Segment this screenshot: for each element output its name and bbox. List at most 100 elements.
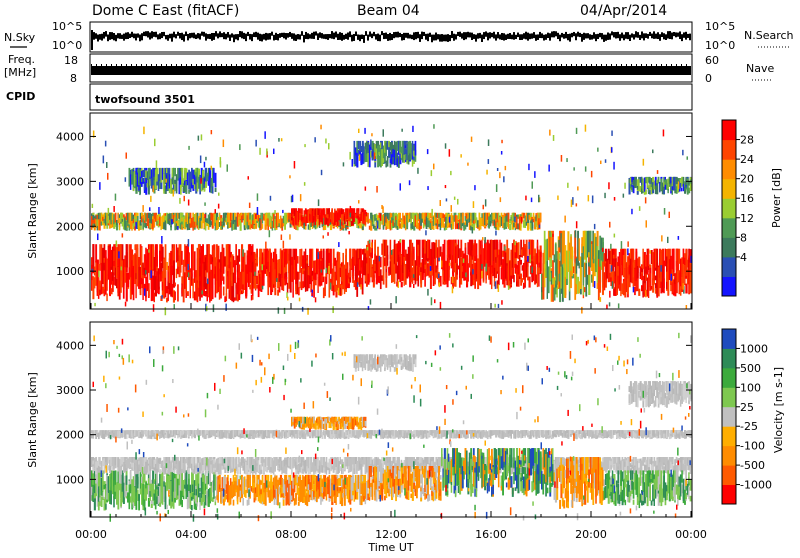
heatmap-cell xyxy=(173,168,174,185)
heatmap-cell xyxy=(415,141,417,156)
heatmap-cell xyxy=(209,285,211,299)
nsky-sample xyxy=(169,34,171,39)
heatmap-speckle xyxy=(150,196,152,202)
heatmap-cell xyxy=(169,214,170,220)
heatmap-cell xyxy=(329,208,331,217)
freq-mark xyxy=(336,64,337,66)
nsky-sample xyxy=(611,31,613,35)
heatmap-cell xyxy=(513,275,515,282)
heatmap-speckle xyxy=(657,170,659,174)
nsky-sample xyxy=(607,32,609,39)
freq-trace xyxy=(91,66,691,75)
heatmap-cell xyxy=(240,469,241,474)
velocity-heatmap xyxy=(91,333,692,522)
heatmap-speckle xyxy=(528,242,530,249)
nsky-sample xyxy=(143,32,145,36)
nsky-sample xyxy=(555,31,557,36)
heatmap-cell xyxy=(540,213,542,221)
nsky-label: N.Sky xyxy=(4,31,36,44)
heatmap-cell xyxy=(547,261,548,299)
heatmap-speckle xyxy=(417,168,419,174)
nsky-sample xyxy=(183,34,185,41)
nsky-sample xyxy=(295,35,297,41)
heatmap-cell xyxy=(569,251,571,292)
colorbar-swatch xyxy=(722,198,736,218)
beam-label: Beam 04 xyxy=(357,3,420,19)
heatmap-speckle xyxy=(592,196,594,204)
heatmap-speckle xyxy=(391,250,393,255)
heatmap-speckle xyxy=(320,125,322,130)
heatmap-speckle xyxy=(369,240,371,244)
nsky-sample xyxy=(493,32,495,39)
heatmap-speckle xyxy=(269,230,271,237)
nsky-sample xyxy=(671,33,673,40)
heatmap-speckle xyxy=(631,209,633,214)
heatmap-cell xyxy=(401,282,403,287)
heatmap-speckle xyxy=(613,255,615,259)
heatmap-speckle xyxy=(201,290,203,294)
nsky-sample xyxy=(425,34,427,40)
heatmap-cell xyxy=(642,249,644,269)
heatmap-cell xyxy=(242,214,243,220)
heatmap-speckle xyxy=(575,230,577,237)
heatmap-speckle xyxy=(593,259,595,264)
heatmap-speckle xyxy=(457,199,459,205)
heatmap-speckle xyxy=(499,172,501,178)
heatmap-cell xyxy=(683,184,685,191)
heatmap-speckle xyxy=(398,281,400,288)
nsky-sample xyxy=(459,32,461,37)
heatmap-cell xyxy=(117,213,118,223)
heatmap-speckle xyxy=(553,135,555,141)
freq-mark xyxy=(141,64,142,66)
heatmap-speckle xyxy=(327,232,329,236)
heatmap-speckle xyxy=(455,276,457,282)
nave-label: Nave xyxy=(746,62,774,75)
freq-mark xyxy=(686,64,687,66)
heatmap-cell xyxy=(188,472,190,491)
heatmap-cell xyxy=(99,467,100,473)
nsky-sample xyxy=(469,32,471,37)
heatmap-cell xyxy=(130,457,132,463)
nsky-sample xyxy=(125,33,127,40)
nsky-sample xyxy=(199,33,201,39)
heatmap-cell xyxy=(440,218,442,223)
freq-mark xyxy=(616,64,617,66)
y-tick-label: 3000 xyxy=(56,175,84,188)
heatmap-cell xyxy=(274,288,276,296)
nsky-sample xyxy=(151,31,153,38)
nsky-sample xyxy=(627,32,629,39)
heatmap-cell xyxy=(149,179,151,185)
heatmap-cell xyxy=(667,179,669,190)
heatmap-cell xyxy=(130,174,132,190)
nsky-sample xyxy=(379,35,381,42)
freq-mark xyxy=(216,64,217,66)
nsky-sample xyxy=(193,33,195,39)
heatmap-speckle xyxy=(576,203,578,206)
freq-mark xyxy=(666,64,667,66)
heatmap-cell xyxy=(141,178,143,182)
nsky-sample xyxy=(577,32,579,37)
heatmap-cell xyxy=(413,260,414,275)
heatmap-speckle xyxy=(465,273,467,278)
heatmap-speckle xyxy=(400,183,402,190)
heatmap-cell xyxy=(280,216,282,229)
freq-mark xyxy=(596,64,597,66)
freq-mark xyxy=(436,64,437,66)
heatmap-speckle xyxy=(188,239,190,246)
nsky-sample xyxy=(559,35,561,42)
heatmap-cell xyxy=(390,261,392,274)
nsky-sample xyxy=(441,34,443,42)
heatmap-cell xyxy=(308,211,310,222)
nsky-sample xyxy=(545,34,547,40)
heatmap-cell xyxy=(665,180,666,185)
heatmap-cell xyxy=(352,272,354,278)
heatmap-cell xyxy=(372,268,373,280)
heatmap-cell xyxy=(130,219,132,229)
nsky-sample xyxy=(115,35,117,41)
heatmap-speckle xyxy=(573,167,575,170)
heatmap-cell xyxy=(227,222,229,226)
nsky-sample xyxy=(161,32,163,38)
heatmap-cell xyxy=(144,168,146,178)
heatmap-speckle xyxy=(450,171,452,175)
heatmap-speckle xyxy=(401,129,403,132)
